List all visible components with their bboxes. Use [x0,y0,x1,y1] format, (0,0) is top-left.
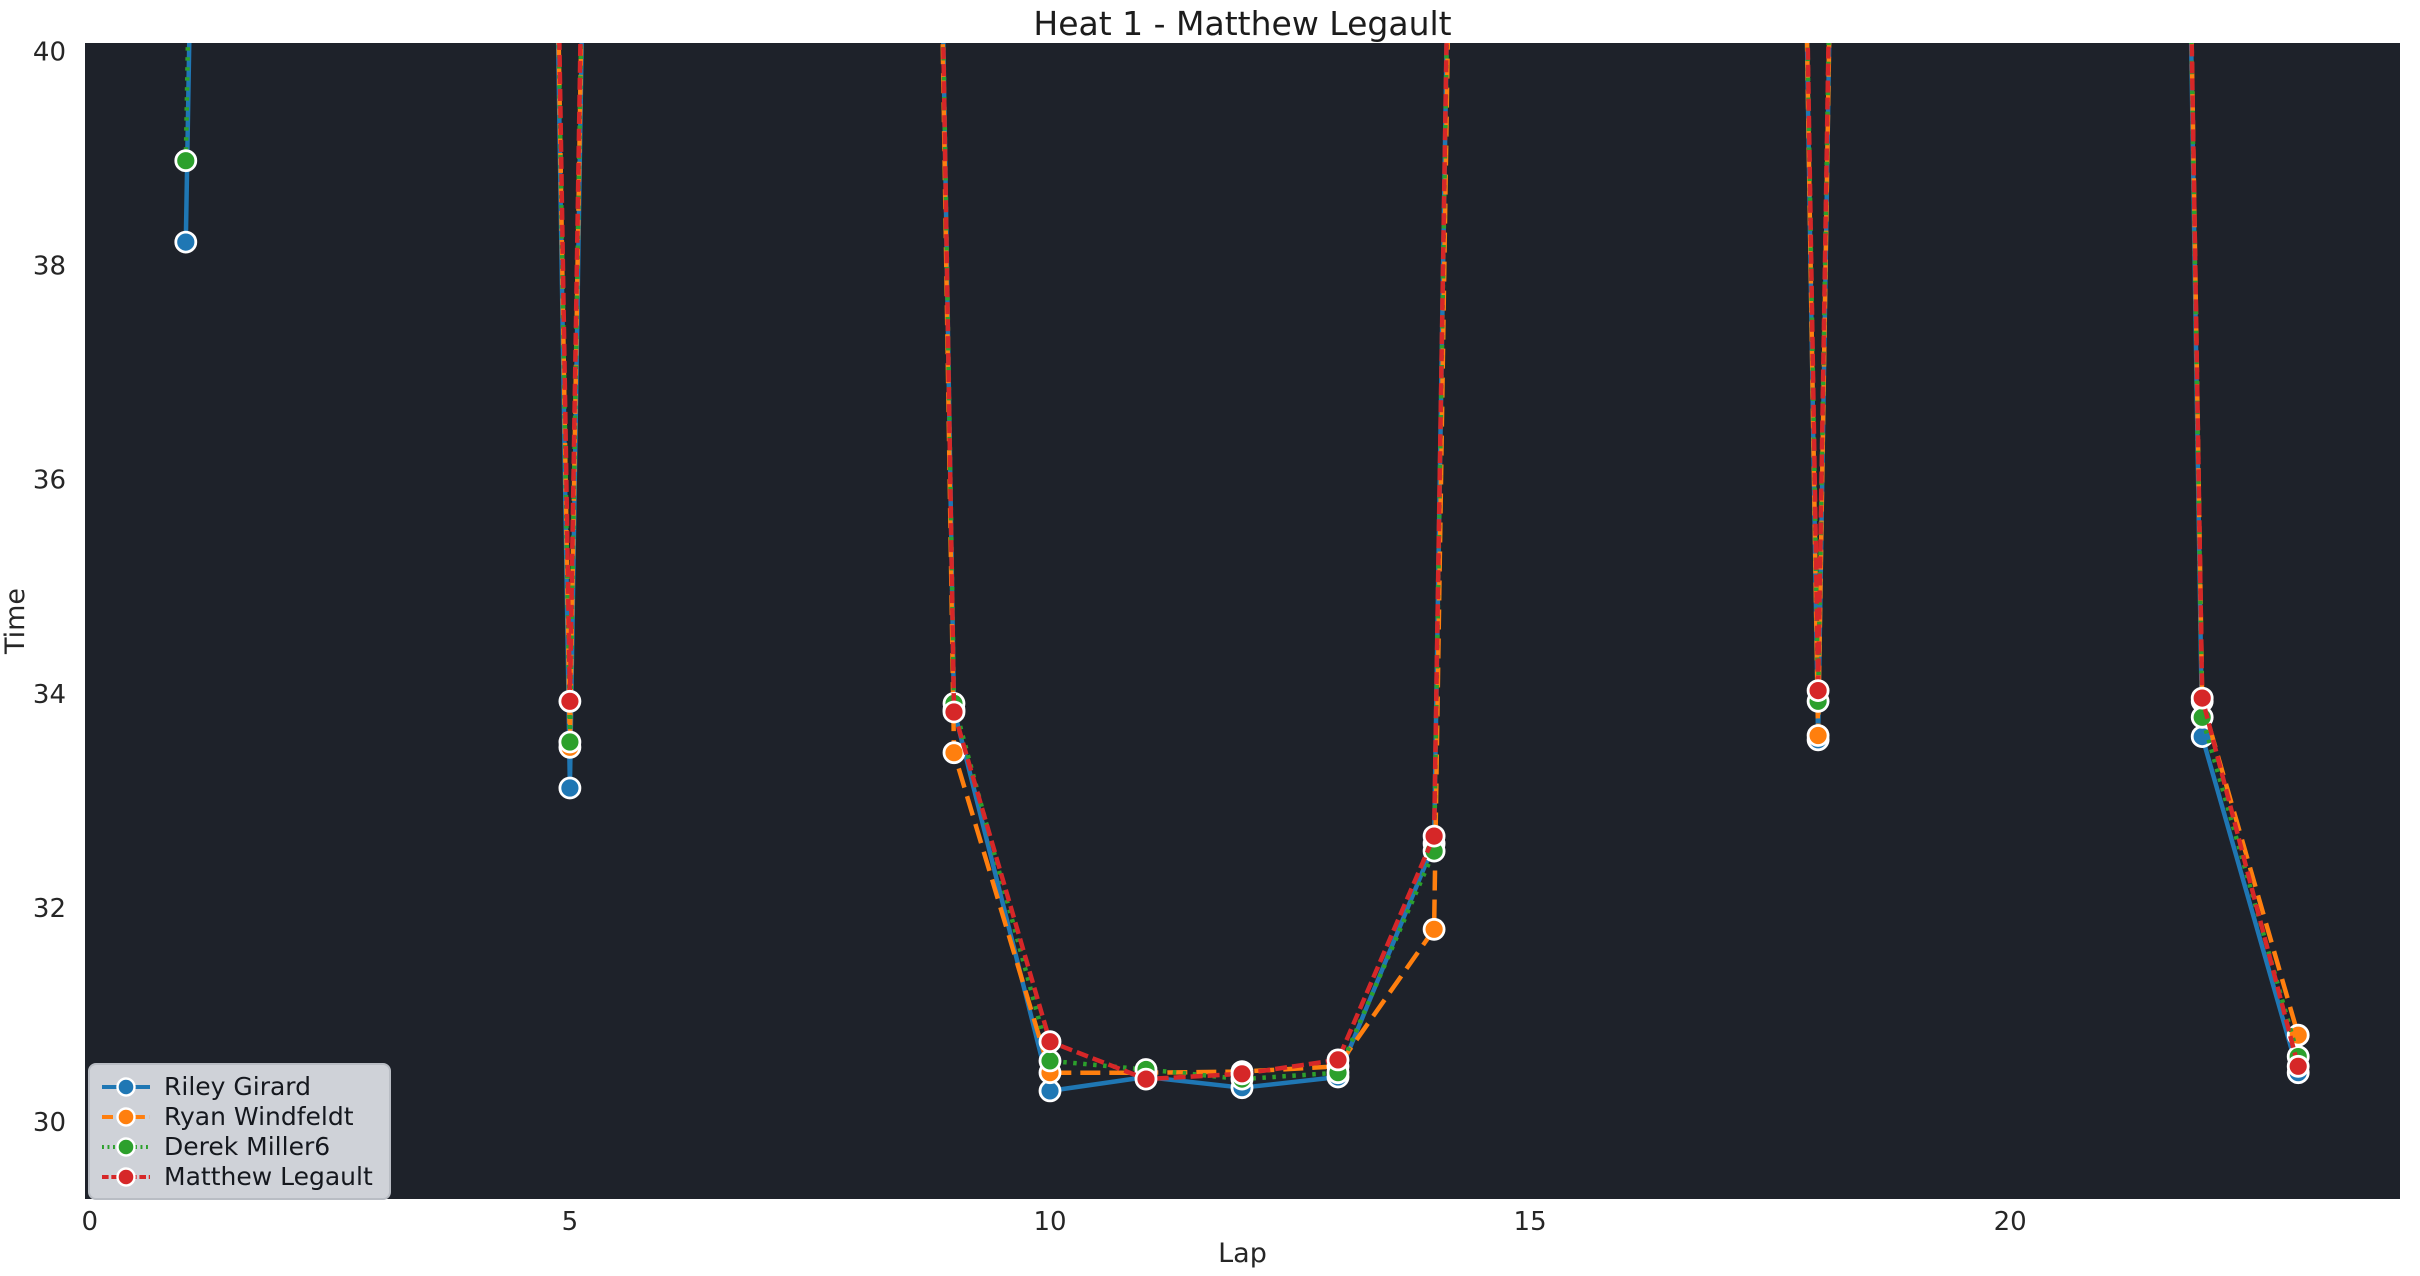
legend-marker-icon [116,1106,136,1127]
x-tick-label: 5 [562,1207,579,1237]
legend-line-sample [102,1136,150,1157]
legend-label: Riley Girard [164,1072,312,1101]
data-point-marker [942,741,966,765]
legend-marker-icon [116,1076,136,1097]
legend-line-sample [102,1106,150,1127]
legend-item-riley-girard: Riley Girard [100,1072,373,1101]
data-point-marker [174,149,198,173]
data-point-marker [1038,1049,1062,1073]
x-tick-label: 15 [1514,1207,1547,1237]
legend-label: Derek Miller6 [164,1132,331,1161]
legend-line-sample [102,1166,150,1187]
data-point-marker [1326,1048,1350,1072]
y-tick-label: 32 [33,894,66,924]
legend-item-ryan-windfeldt: Ryan Windfeldt [100,1102,373,1131]
x-tick-label: 0 [82,1207,99,1237]
data-point-marker [1806,724,1830,747]
data-point-marker [558,730,582,754]
data-point-marker [2286,1054,2310,1078]
legend-marker-icon [116,1136,136,1157]
data-point-marker [942,700,966,724]
y-tick-label: 36 [33,466,66,496]
y-axis-label: Time [0,588,31,655]
data-point-marker [1134,1067,1158,1091]
data-point-marker [558,689,582,713]
legend-marker-icon [116,1166,136,1187]
data-point-marker [174,230,198,254]
x-axis-label: Lap [1218,1238,1267,1269]
y-tick-label: 30 [33,1108,66,1138]
data-point-marker [1230,1062,1254,1086]
legend-item-matthew-legault: Matthew Legault [100,1162,373,1191]
y-tick-label: 40 [33,38,66,68]
legend-label: Ryan Windfeldt [164,1102,354,1131]
y-tick-label: 34 [33,680,66,710]
y-tick-label: 38 [33,252,66,282]
chart-title: Heat 1 - Matthew Legault [1033,4,1452,43]
data-point-marker [1038,1030,1062,1054]
x-tick-label: 10 [1033,1207,1066,1237]
data-point-marker [1422,824,1446,848]
legend: Riley Girard Ryan Windfeldt Derek Miller6 M… [88,1063,391,1200]
legend-label: Matthew Legault [164,1162,373,1191]
plot-area [174,43,2310,1103]
data-point-marker [558,776,582,800]
legend-line-sample [102,1076,150,1097]
data-point-marker [1422,917,1446,941]
data-point-marker [2190,686,2214,710]
legend-item-derek-miller6: Derek Miller6 [100,1132,373,1161]
data-point-marker [1806,679,1830,702]
plot-background [85,43,2400,1199]
x-tick-label: 20 [1994,1207,2027,1237]
